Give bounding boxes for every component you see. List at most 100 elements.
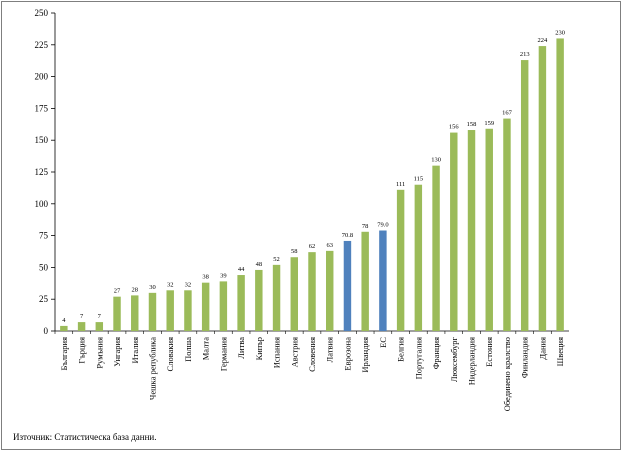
value-labels: 4 7 7 27 28 30 32 32 38 39 44 48 52 58 62 63 70.8 78 79.0 1… xyxy=(62,29,565,323)
x-tick-label: Словения xyxy=(307,337,317,372)
x-tick-label: Гърция xyxy=(77,337,87,364)
x-tick-label: Дания xyxy=(537,337,547,360)
x-tick-label: Нидерландия xyxy=(467,337,477,385)
y-tick-label: 100 xyxy=(35,199,49,209)
bar-value-label: 7 xyxy=(80,313,84,320)
bar xyxy=(467,130,476,331)
bar-value-label: 213 xyxy=(520,51,530,58)
x-axis-labels: България Гърция Румъния Унгария Италия Чешка … xyxy=(59,337,565,412)
bar-value-label: 27 xyxy=(114,288,121,295)
y-tick-label: 125 xyxy=(35,167,49,177)
bar-value-label: 167 xyxy=(502,110,513,117)
bar-value-label: 111 xyxy=(396,181,405,188)
bar-value-label: 58 xyxy=(291,248,298,255)
y-tick-label: 175 xyxy=(35,103,49,113)
x-tick-label: Еврозона xyxy=(342,337,352,371)
x-tick-label: Полша xyxy=(183,337,193,362)
bar-value-label: 130 xyxy=(431,157,441,164)
x-tick-label: Естония xyxy=(484,337,494,367)
x-tick-label: Италия xyxy=(130,337,140,364)
bar xyxy=(184,290,192,331)
bar xyxy=(113,296,121,331)
bar xyxy=(255,269,263,331)
bar-value-label: 30 xyxy=(149,284,156,291)
y-tick-label: 200 xyxy=(35,72,49,82)
y-tick-label: 75 xyxy=(39,231,49,241)
bar xyxy=(556,38,564,331)
x-tick-label: Кипър xyxy=(254,337,264,360)
bar-value-label: 79.0 xyxy=(377,222,388,229)
bar xyxy=(131,295,139,331)
bar-value-label: 63 xyxy=(326,242,333,249)
x-tick-label: Швеция xyxy=(555,337,565,366)
x-tick-label: Румъния xyxy=(94,337,104,369)
bar xyxy=(166,290,174,331)
bar xyxy=(326,250,334,331)
bar-value-label: 32 xyxy=(167,281,174,288)
x-tick-label: Латвия xyxy=(325,337,335,363)
x-tick-label: Словакия xyxy=(165,337,175,372)
bar-value-label: 158 xyxy=(467,121,477,128)
x-tick-label: Австрия xyxy=(289,337,299,367)
bar xyxy=(60,325,68,331)
bar-value-label: 4 xyxy=(62,317,66,324)
bar xyxy=(379,230,387,331)
bar-value-label: 78 xyxy=(362,223,369,230)
bar-value-label: 62 xyxy=(309,243,316,250)
y-tick-label: 150 xyxy=(35,135,49,145)
bar-value-label: 70.8 xyxy=(342,232,353,239)
bar xyxy=(237,275,245,331)
bar xyxy=(485,128,493,331)
x-tick-label: Унгария xyxy=(112,337,122,367)
bar-value-label: 224 xyxy=(538,37,549,44)
bar-value-label: 115 xyxy=(414,176,424,183)
bar xyxy=(538,46,547,332)
bars xyxy=(54,38,564,334)
bar xyxy=(520,60,529,332)
y-tick-label: 0 xyxy=(44,326,49,336)
x-tick-label: Германия xyxy=(218,337,228,371)
x-tick-label: Литва xyxy=(236,337,246,359)
bar xyxy=(201,282,210,331)
y-axis: 0 25 50 75 100 125 150 175 200 225 250 xyxy=(35,8,569,336)
bar xyxy=(343,240,352,331)
bar-chart: 0 25 50 75 100 125 150 175 200 225 250 4 7 7 27 28 30 32… xyxy=(35,8,569,412)
bar-value-label: 230 xyxy=(555,29,565,36)
bar xyxy=(272,264,281,331)
y-tick-label: 25 xyxy=(39,294,49,304)
bar-value-label: 159 xyxy=(484,120,494,127)
x-tick-label: Малта xyxy=(201,337,211,360)
x-tick-label: Ирландия xyxy=(360,337,370,373)
bar xyxy=(503,118,511,332)
x-tick-label: Финландия xyxy=(520,337,530,378)
bar xyxy=(396,189,405,331)
x-tick-label: България xyxy=(59,337,69,371)
bar-value-label: 39 xyxy=(220,272,227,279)
bar-value-label: 28 xyxy=(132,286,139,293)
x-tick-label: Обединено кралство xyxy=(502,337,512,411)
bar xyxy=(77,322,86,331)
bar-value-label: 52 xyxy=(273,256,280,263)
bar-value-label: 32 xyxy=(185,281,192,288)
bar xyxy=(95,322,104,331)
y-tick-label: 250 xyxy=(35,8,49,18)
x-tick-label: Испания xyxy=(272,337,282,368)
bar xyxy=(308,252,316,331)
bar xyxy=(361,231,369,331)
bar xyxy=(450,132,458,331)
bar-value-label: 44 xyxy=(238,266,245,273)
bar xyxy=(432,165,440,331)
x-tick-label: Чешка република xyxy=(147,337,157,400)
bar xyxy=(219,281,228,331)
y-tick-label: 50 xyxy=(39,262,49,272)
bar xyxy=(148,292,157,331)
x-tick-label: Франция xyxy=(431,337,441,369)
x-tick-label: Португалия xyxy=(413,337,423,380)
bar xyxy=(290,257,298,331)
bar-value-label: 38 xyxy=(202,274,209,281)
x-tick-label: Люксембург xyxy=(449,337,459,383)
x-tick-label: ЕС xyxy=(378,337,388,348)
x-tick-label: Белгия xyxy=(396,337,406,362)
y-tick-label: 225 xyxy=(35,40,49,50)
